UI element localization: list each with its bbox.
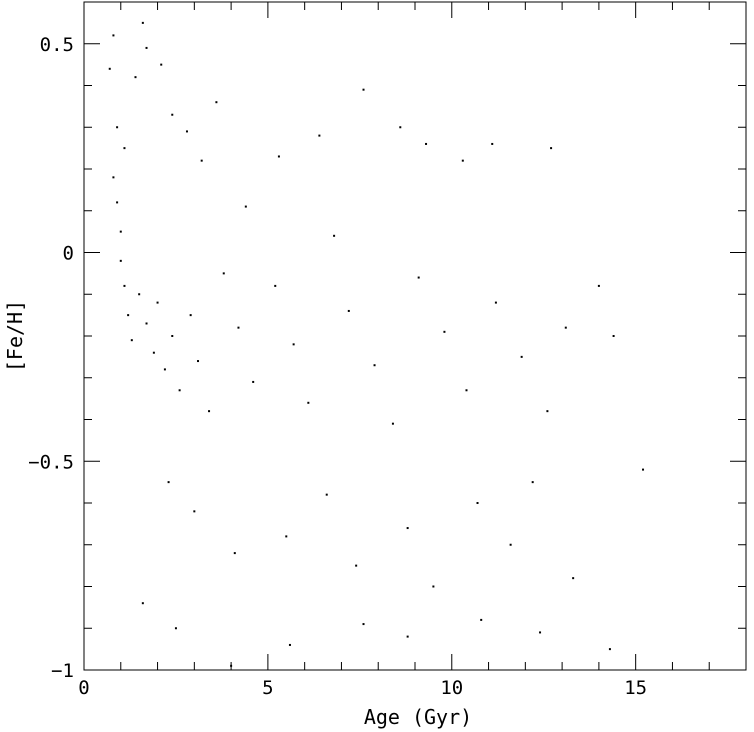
data-point xyxy=(597,284,600,287)
data-point xyxy=(572,577,575,580)
data-point xyxy=(333,234,336,237)
data-point xyxy=(141,21,144,24)
data-point xyxy=(134,76,137,79)
data-point xyxy=(127,314,130,317)
data-point xyxy=(318,134,321,137)
y-tick-label: −0.5 xyxy=(28,451,74,473)
data-point xyxy=(193,510,196,513)
x-tick-label: 0 xyxy=(78,677,89,699)
data-point xyxy=(391,422,394,425)
axis-ticks xyxy=(83,1,747,671)
data-point xyxy=(373,364,376,367)
data-point xyxy=(138,293,141,296)
data-point xyxy=(108,67,111,70)
data-point xyxy=(171,113,174,116)
x-tick-label: 5 xyxy=(262,677,273,699)
data-point xyxy=(119,259,122,262)
data-point xyxy=(425,142,428,145)
data-point xyxy=(197,360,200,363)
data-point xyxy=(230,664,233,667)
data-point xyxy=(178,389,181,392)
data-point xyxy=(116,201,119,204)
data-point xyxy=(252,380,255,383)
data-point xyxy=(509,543,512,546)
data-point xyxy=(130,339,133,342)
data-point xyxy=(156,301,159,304)
data-point xyxy=(612,335,615,337)
data-point xyxy=(325,493,328,496)
scatter-points xyxy=(108,21,645,667)
data-point xyxy=(443,330,446,333)
data-point xyxy=(215,101,218,104)
data-point xyxy=(112,34,115,37)
data-point xyxy=(406,635,409,638)
data-point xyxy=(274,284,277,287)
data-point xyxy=(123,147,126,150)
data-point xyxy=(288,643,291,646)
data-point xyxy=(277,155,280,158)
y-axis-title: [Fe/H] xyxy=(3,300,27,372)
data-point xyxy=(185,130,188,133)
data-point xyxy=(432,585,435,588)
data-point xyxy=(539,631,542,634)
data-point xyxy=(608,648,611,651)
data-point xyxy=(189,314,192,317)
data-point xyxy=(476,502,479,504)
data-point xyxy=(417,276,420,279)
data-point xyxy=(244,205,247,208)
y-tick-label: 0 xyxy=(63,243,74,265)
data-point xyxy=(116,126,119,129)
x-axis-title: Age (Gyr) xyxy=(364,705,472,729)
data-point xyxy=(145,46,148,49)
data-point xyxy=(491,142,494,145)
data-point xyxy=(494,301,497,304)
data-point xyxy=(406,527,409,530)
data-point xyxy=(141,602,144,605)
data-point xyxy=(399,126,402,129)
y-tick-label: −1 xyxy=(51,660,74,682)
data-point xyxy=(174,627,177,630)
plot-frame xyxy=(83,1,747,671)
x-tick-label: 10 xyxy=(440,677,463,699)
data-point xyxy=(222,272,225,275)
axis-tick-labels: 0 5 10 15 −1 −0.5 0 0.5 xyxy=(28,34,647,699)
data-point xyxy=(362,623,365,626)
data-point xyxy=(520,355,523,358)
data-point xyxy=(362,88,365,91)
data-point xyxy=(292,343,295,346)
data-point xyxy=(550,147,553,150)
data-point xyxy=(145,322,148,325)
data-point xyxy=(465,389,468,392)
data-point xyxy=(119,230,122,233)
data-point xyxy=(171,335,174,337)
data-point xyxy=(347,309,350,312)
data-point xyxy=(233,552,236,555)
data-point xyxy=(167,481,170,484)
data-point xyxy=(112,176,115,179)
data-point xyxy=(285,535,288,538)
data-point xyxy=(160,63,163,66)
data-point xyxy=(480,618,483,621)
y-tick-label: 0.5 xyxy=(40,34,74,56)
data-point xyxy=(163,368,166,371)
data-point xyxy=(123,284,126,287)
data-point xyxy=(152,351,155,354)
data-point xyxy=(564,326,567,329)
data-point xyxy=(200,159,203,162)
data-point xyxy=(546,410,549,413)
data-point xyxy=(642,468,645,471)
data-point xyxy=(307,401,310,404)
data-point xyxy=(208,410,211,413)
data-point xyxy=(237,326,240,329)
data-point xyxy=(461,159,464,162)
data-point xyxy=(531,481,534,484)
x-tick-label: 15 xyxy=(624,677,647,699)
data-point xyxy=(355,564,358,567)
